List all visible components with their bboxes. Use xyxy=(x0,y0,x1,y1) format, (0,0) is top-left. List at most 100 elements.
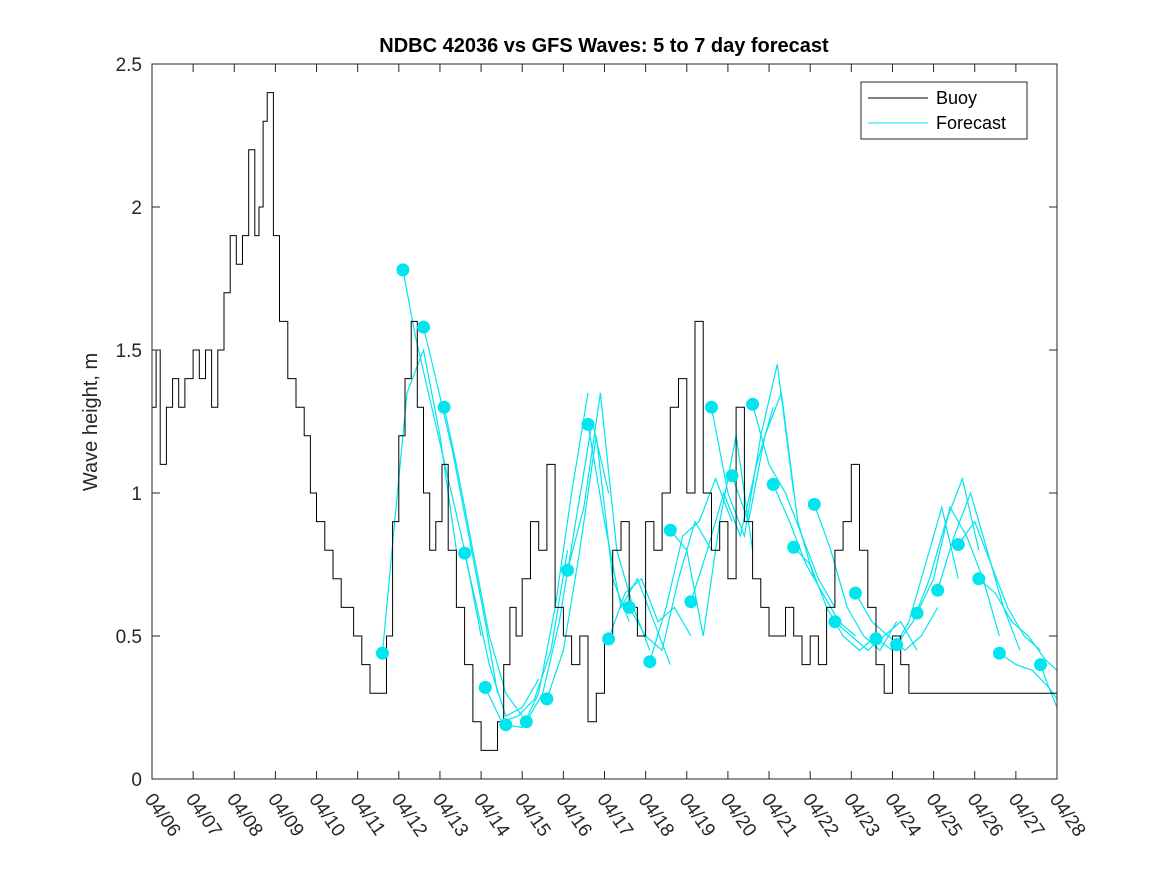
x-tick-label: 04/20 xyxy=(716,790,760,841)
x-axis-ticks: 04/0604/0704/0804/0904/1004/1104/1204/13… xyxy=(140,64,1089,841)
forecast-start-marker xyxy=(622,600,636,614)
buoy-line xyxy=(152,92,1057,751)
forecast-start-marker xyxy=(561,563,574,577)
legend-box xyxy=(860,81,1028,140)
forecast-start-marker xyxy=(869,632,883,646)
x-tick-label: 04/25 xyxy=(921,790,965,841)
forecast-start-marker xyxy=(931,583,945,597)
forecast-run-line xyxy=(484,550,569,723)
forecast-start-marker xyxy=(643,655,657,669)
x-tick-label: 04/23 xyxy=(839,790,883,841)
forecast-run-line xyxy=(628,520,713,652)
forecast-run-line xyxy=(896,476,980,645)
forecast-run-line xyxy=(957,520,1041,651)
forecast-run-line xyxy=(875,504,959,652)
x-tick-label: 04/07 xyxy=(181,790,225,841)
forecast-start-marker xyxy=(910,606,924,620)
forecast-start-marker xyxy=(972,572,986,586)
forecast-run-line xyxy=(669,435,754,637)
x-tick-label: 04/06 xyxy=(140,790,184,841)
x-tick-label: 04/21 xyxy=(757,790,801,841)
y-tick-label: 0.5 xyxy=(116,627,142,648)
forecast-run-line xyxy=(381,347,457,654)
x-tick-label: 04/16 xyxy=(551,790,595,841)
x-tick-label: 04/27 xyxy=(1004,790,1048,841)
y-tick-label: 0 xyxy=(131,770,142,791)
x-tick-label: 04/24 xyxy=(880,790,925,841)
forecast-run-line xyxy=(402,269,482,637)
forecast-start-marker xyxy=(458,546,472,560)
x-tick-label: 04/12 xyxy=(387,790,431,841)
plot-area xyxy=(152,92,1057,751)
forecast-start-marker xyxy=(890,638,904,652)
forecast-run-line xyxy=(752,404,836,608)
forecast-start-marker xyxy=(417,320,430,334)
y-tick-label: 1 xyxy=(131,484,142,505)
forecast-run-line xyxy=(710,364,795,539)
forecast-run-line xyxy=(464,552,540,717)
forecast-run-line xyxy=(999,652,1057,708)
forecast-start-marker xyxy=(848,586,862,600)
buoy-series-line xyxy=(152,92,1057,751)
forecast-run-line xyxy=(1039,664,1057,700)
forecast-start-marker xyxy=(992,646,1006,660)
forecast-start-marker xyxy=(951,538,965,551)
y-tick-label: 1.5 xyxy=(116,341,142,362)
forecast-start-marker xyxy=(725,469,739,483)
forecast-lines xyxy=(381,269,1057,729)
x-tick-label: 04/10 xyxy=(304,790,348,841)
x-tick-label: 04/18 xyxy=(634,790,678,841)
forecast-run-line xyxy=(813,504,898,652)
forecast-run-line xyxy=(690,407,774,602)
forecast-run-line xyxy=(608,577,692,640)
forecast-run-line xyxy=(566,392,651,651)
forecast-run-line xyxy=(422,326,499,694)
y-axis-label: Wave height, m xyxy=(80,353,102,491)
forecast-run-line xyxy=(916,505,1000,637)
x-tick-label: 04/17 xyxy=(592,790,636,841)
y-axis-ticks: 0 0.5 1 1.5 2 2.5 xyxy=(116,55,1057,791)
forecast-run-line xyxy=(546,435,630,700)
x-tick-label: 04/08 xyxy=(222,790,266,841)
forecast-start-marker xyxy=(705,400,718,414)
chart-title: NDBC 42036 vs GFS Waves: 5 to 7 day fore… xyxy=(379,35,829,57)
x-tick-label: 04/09 xyxy=(263,790,307,841)
x-tick-label: 04/26 xyxy=(963,790,1007,841)
forecast-start-marker xyxy=(396,263,410,277)
x-tick-label: 04/15 xyxy=(510,790,554,841)
forecast-start-marker xyxy=(746,397,760,411)
forecast-start-marker xyxy=(375,646,389,660)
x-tick-label: 04/19 xyxy=(675,790,719,841)
forecast-start-marker xyxy=(499,718,513,732)
forecast-markers xyxy=(375,263,1047,732)
forecast-start-marker xyxy=(478,681,492,694)
x-tick-label: 04/22 xyxy=(798,790,842,841)
legend-label-buoy: Buoy xyxy=(936,88,977,108)
forecast-start-marker xyxy=(602,632,616,646)
x-tick-label: 04/13 xyxy=(428,790,472,841)
forecast-start-marker xyxy=(828,615,842,629)
forecast-start-marker xyxy=(766,477,780,491)
forecast-start-marker xyxy=(787,540,801,554)
forecast-start-marker xyxy=(684,595,698,609)
y-tick-label: 2 xyxy=(131,198,142,219)
y-tick-label: 2.5 xyxy=(116,55,142,76)
forecast-start-marker xyxy=(519,715,533,729)
forecast-start-marker xyxy=(663,523,677,537)
forecast-start-marker xyxy=(807,497,821,511)
forecast-run-line xyxy=(772,484,856,637)
x-tick-label: 04/28 xyxy=(1045,790,1089,841)
x-tick-label: 04/14 xyxy=(469,790,514,841)
x-tick-label: 04/11 xyxy=(346,790,390,840)
forecast-start-marker xyxy=(540,692,554,706)
forecast-start-marker xyxy=(581,417,595,431)
legend-label-forecast: Forecast xyxy=(936,113,1006,133)
forecast-start-marker xyxy=(437,400,451,414)
forecast-run-line xyxy=(937,491,1021,651)
forecast-start-marker xyxy=(1034,658,1047,672)
forecast-run-line xyxy=(443,407,523,717)
legend: Buoy Forecast xyxy=(860,81,1028,140)
forecast-run-line xyxy=(649,477,733,662)
forecast-run-line xyxy=(978,578,1057,671)
